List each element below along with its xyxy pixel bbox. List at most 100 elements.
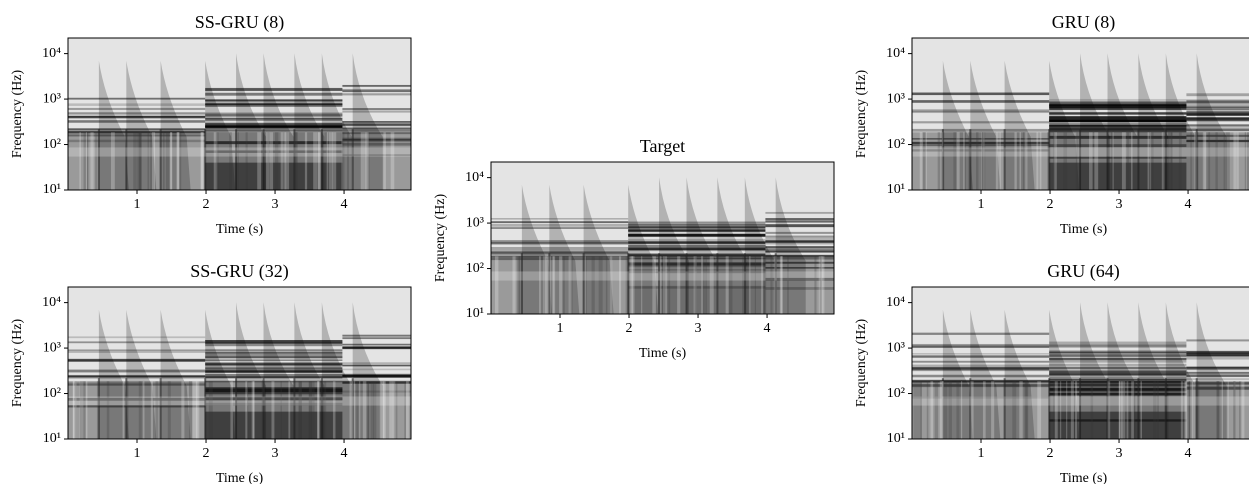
harmonic	[1049, 373, 1187, 377]
harmonic	[68, 358, 206, 362]
noise	[1156, 381, 1159, 439]
noise	[1244, 132, 1247, 190]
onset	[1138, 53, 1169, 190]
x-tick-label: 3	[1116, 446, 1123, 461]
noise	[142, 381, 145, 439]
harmonic	[205, 367, 343, 370]
harmonic	[205, 391, 343, 395]
noise	[1121, 132, 1126, 190]
onset	[775, 177, 806, 314]
noise	[1188, 381, 1193, 439]
onset-line	[582, 253, 585, 314]
noise	[605, 256, 608, 314]
x-tick-label: 4	[341, 446, 348, 461]
harmonic	[912, 100, 1050, 103]
y-tick-label: 10⁴	[886, 46, 905, 61]
harmonic	[628, 227, 766, 230]
harmonic	[628, 239, 766, 243]
noise	[920, 381, 922, 439]
harmonic	[1049, 359, 1187, 363]
noise	[925, 132, 927, 190]
onset-line	[97, 378, 100, 439]
noise	[79, 132, 81, 190]
harmonic	[1049, 129, 1187, 133]
noise	[1025, 381, 1028, 439]
harmonic	[205, 112, 343, 116]
onset	[160, 60, 191, 190]
noise	[150, 381, 153, 439]
noise	[251, 381, 255, 439]
noise	[167, 381, 171, 439]
noise	[328, 132, 333, 190]
noise	[1204, 132, 1207, 190]
onset-line	[685, 253, 688, 314]
noise	[1168, 132, 1172, 190]
noise	[1024, 132, 1028, 190]
y-tick-label: 10⁴	[42, 295, 61, 310]
harmonic	[628, 234, 766, 238]
axes-frame	[490, 161, 835, 315]
noise	[1070, 381, 1074, 439]
noise	[553, 256, 556, 314]
noise	[139, 132, 142, 190]
harmonic	[912, 368, 1050, 372]
harmonic	[342, 381, 411, 384]
noise	[1140, 381, 1142, 439]
harmonic	[68, 374, 206, 377]
noise	[658, 256, 661, 314]
harmonic	[1049, 124, 1187, 128]
harmonic	[68, 128, 206, 131]
x-tick-label: 2	[203, 197, 210, 212]
harmonic	[912, 141, 1050, 145]
harmonic	[1186, 350, 1249, 353]
harmonic	[205, 129, 343, 133]
harmonic	[765, 220, 834, 223]
harmonic	[1049, 377, 1187, 380]
onset-line	[548, 253, 551, 314]
noise	[818, 256, 823, 314]
harmonic	[68, 369, 206, 373]
harmonic	[1186, 103, 1249, 106]
harmonic	[1049, 344, 1187, 347]
harmonic	[68, 341, 206, 344]
harmonic	[205, 122, 343, 126]
onset	[942, 309, 973, 439]
noise	[1195, 381, 1200, 439]
harmonic	[205, 89, 343, 92]
noise	[317, 381, 320, 439]
noise	[1053, 381, 1055, 439]
harmonic	[205, 102, 343, 105]
onset	[1107, 53, 1138, 190]
onset-line	[716, 253, 719, 314]
noise	[151, 132, 156, 190]
noise	[82, 381, 86, 439]
harmonic	[628, 229, 766, 231]
harmonic	[1049, 357, 1187, 360]
noise	[366, 132, 368, 190]
y-axis-label: Frequency (Hz)	[433, 194, 448, 283]
noise	[200, 132, 204, 190]
subplot: GRU (8) Time (s) Frequency (Hz) 1 2 3 4 10¹ 10² 1…	[854, 12, 1249, 237]
noise	[308, 381, 312, 439]
harmonic	[1186, 366, 1249, 369]
noise	[347, 132, 349, 190]
onset	[1165, 53, 1196, 190]
noise	[991, 381, 995, 439]
noise	[1060, 381, 1062, 439]
harmonic	[342, 374, 411, 378]
noise	[1233, 381, 1236, 439]
y-tick-label: 10¹	[43, 431, 61, 446]
harmonic	[205, 128, 343, 131]
noise	[332, 381, 336, 439]
noise	[981, 132, 984, 190]
onset-line	[293, 378, 296, 439]
noise	[245, 381, 248, 439]
noise	[516, 256, 520, 314]
harmonic	[628, 247, 766, 251]
harmonic	[1049, 119, 1187, 122]
noise	[138, 381, 142, 439]
harmonic	[628, 262, 766, 265]
noise	[1184, 381, 1188, 439]
noise	[705, 256, 707, 314]
